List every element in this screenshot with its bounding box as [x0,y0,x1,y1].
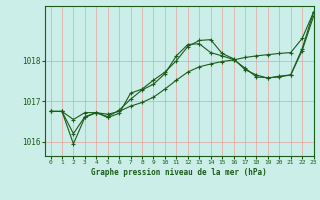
X-axis label: Graphe pression niveau de la mer (hPa): Graphe pression niveau de la mer (hPa) [91,168,267,177]
